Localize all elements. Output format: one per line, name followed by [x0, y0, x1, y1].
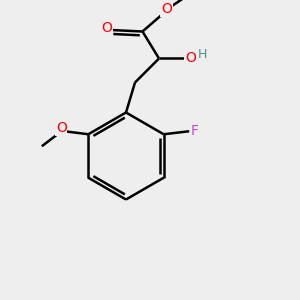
Text: H: H	[198, 48, 207, 62]
Text: O: O	[161, 2, 172, 16]
Text: F: F	[190, 124, 199, 138]
Text: O: O	[101, 22, 112, 35]
Text: O: O	[56, 121, 67, 135]
Text: O: O	[185, 51, 196, 65]
